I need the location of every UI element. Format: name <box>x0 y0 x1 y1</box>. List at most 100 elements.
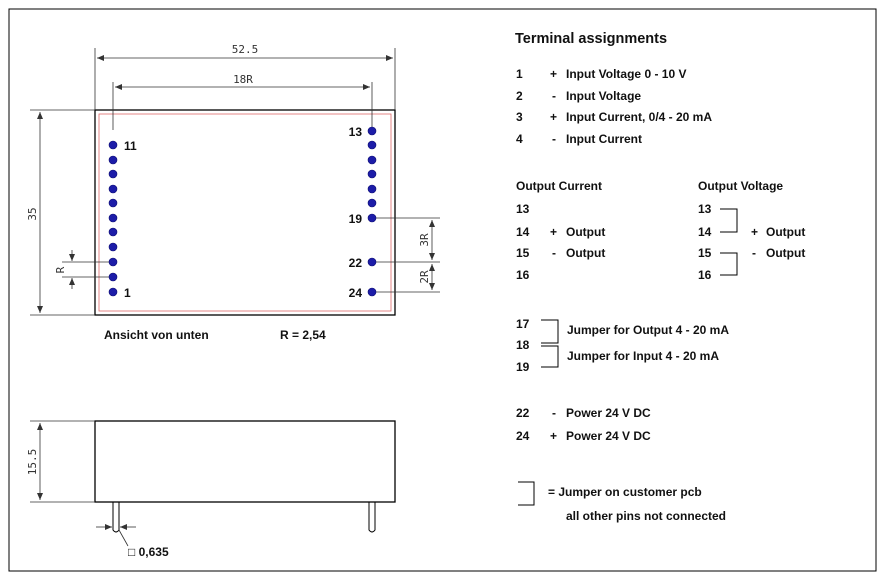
power-num-24: 24 <box>516 429 530 443</box>
pin-size-label: □ 0,635 <box>128 545 169 559</box>
input-text-3: Input Current, 0/4 - 20 mA <box>566 110 712 124</box>
oc-pin-16: 16 <box>516 268 530 282</box>
page-title: Terminal assignments <box>515 31 667 47</box>
pin-dot <box>367 126 377 136</box>
oc-text-14: Output <box>566 225 605 239</box>
pin-label-22: 22 <box>349 256 363 270</box>
input-terminal-list: 1 + Input Voltage 0 - 10 V 2 - Input Vol… <box>516 67 712 146</box>
module-outline <box>94 109 396 316</box>
side-pin-left <box>112 502 120 533</box>
oc-sign-15: - <box>552 246 556 260</box>
power-num-22: 22 <box>516 406 530 420</box>
input-jumper-note: Jumper for Input 4 - 20 mA <box>567 349 719 363</box>
pin-dot <box>367 155 377 165</box>
input-text-1: Input Voltage 0 - 10 V <box>566 67 686 81</box>
pin-label-19: 19 <box>349 212 363 226</box>
jumper-section: 17 18 19 Jumper for Output 4 - 20 mA Jum… <box>516 317 729 374</box>
oc-pin-14: 14 <box>516 225 530 239</box>
input-sign-1: + <box>550 67 557 81</box>
jumper-pin-17: 17 <box>516 317 530 331</box>
output-jumper-note: Jumper for Output 4 - 20 mA <box>567 323 729 337</box>
power-sign-24: + <box>550 429 557 443</box>
input-sign-2: - <box>552 89 556 103</box>
dim-side-height: 15.5 <box>26 449 39 476</box>
pin-dot <box>108 198 118 208</box>
output-current-section: Output Current 13 14 + Output 15 - Outpu… <box>516 179 605 282</box>
dim-3r: 3R <box>418 233 431 247</box>
power-text-22: Power 24 V DC <box>566 406 651 420</box>
jumper-pin-18: 18 <box>516 338 530 352</box>
output-voltage-section: Output Voltage 13 14 15 16 + Output - Ou… <box>698 179 805 282</box>
pin-label-1: 1 <box>124 286 131 300</box>
r-value: R = 2,54 <box>280 328 326 342</box>
ov-text-15: Output <box>766 246 805 260</box>
input-text-2: Input Voltage <box>566 89 641 103</box>
pin-dot <box>367 287 377 297</box>
other-pins-note: all other pins not connected <box>566 509 726 523</box>
side-view-drawing: 15.5 □ 0,635 <box>26 420 396 559</box>
power-sign-22: - <box>552 406 556 420</box>
outer-border <box>8 8 877 572</box>
view-label: Ansicht von unten <box>104 328 209 342</box>
input-num-4: 4 <box>516 132 523 146</box>
pin-dot <box>108 169 118 179</box>
pin-dot <box>367 184 377 194</box>
side-outline <box>94 420 396 503</box>
pin-dot <box>367 213 377 223</box>
pin-dot <box>108 257 118 267</box>
output-current-heading: Output Current <box>516 179 602 193</box>
pin-dot <box>108 213 118 223</box>
ov-pin-14: 14 <box>698 225 712 239</box>
pin-dot <box>367 140 377 150</box>
oc-text-15: Output <box>566 246 605 260</box>
dim-pitch-span: 18R <box>233 73 253 86</box>
pin-dot <box>367 257 377 267</box>
pin-dot <box>108 242 118 252</box>
pin-dot <box>108 155 118 165</box>
legend-section: = Jumper on customer pcb all other pins … <box>518 481 726 523</box>
ov-pin-16: 16 <box>698 268 712 282</box>
ov-sign-14: + <box>751 225 758 239</box>
input-text-4: Input Current <box>566 132 642 146</box>
pin-dot <box>367 169 377 179</box>
pin-label-24: 24 <box>349 286 363 300</box>
pin-dot <box>108 140 118 150</box>
output-voltage-heading: Output Voltage <box>698 179 783 193</box>
pin-dot <box>367 198 377 208</box>
jumper-bracket-18-19 <box>541 345 559 368</box>
jumper-bracket-13-14 <box>720 208 738 233</box>
jumper-legend-text: = Jumper on customer pcb <box>548 485 702 499</box>
dim-r: R <box>54 266 67 273</box>
jumper-bracket-15-16 <box>720 252 738 276</box>
pin-label-11: 11 <box>124 139 137 153</box>
oc-pin-13: 13 <box>516 202 530 216</box>
dim-height: 35 <box>26 207 39 220</box>
right-pin-column <box>367 126 377 297</box>
module-inner-outline <box>98 113 392 312</box>
input-sign-3: + <box>550 110 557 124</box>
power-text-24: Power 24 V DC <box>566 429 651 443</box>
input-num-3: 3 <box>516 110 523 124</box>
ov-pin-13: 13 <box>698 202 712 216</box>
dim-width: 52.5 <box>232 43 259 56</box>
dim-2r: 2R <box>418 270 431 284</box>
side-pin-right <box>368 502 376 533</box>
jumper-legend-icon <box>518 481 535 506</box>
pin-dot <box>108 272 118 282</box>
pin-dot <box>108 227 118 237</box>
ov-text-14: Output <box>766 225 805 239</box>
jumper-pin-19: 19 <box>516 360 530 374</box>
left-pin-column <box>108 140 118 297</box>
oc-pin-15: 15 <box>516 246 530 260</box>
pin-dot <box>108 287 118 297</box>
power-section: 22 - Power 24 V DC 24 + Power 24 V DC <box>516 406 651 443</box>
oc-sign-14: + <box>550 225 557 239</box>
input-num-2: 2 <box>516 89 523 103</box>
pin-dot <box>108 184 118 194</box>
jumper-bracket-17-18 <box>541 319 559 344</box>
ov-pin-15: 15 <box>698 246 712 260</box>
pin-label-13: 13 <box>349 125 363 139</box>
terminal-assignments: Terminal assignments 1 + Input Voltage 0… <box>515 31 805 523</box>
input-sign-4: - <box>552 132 556 146</box>
